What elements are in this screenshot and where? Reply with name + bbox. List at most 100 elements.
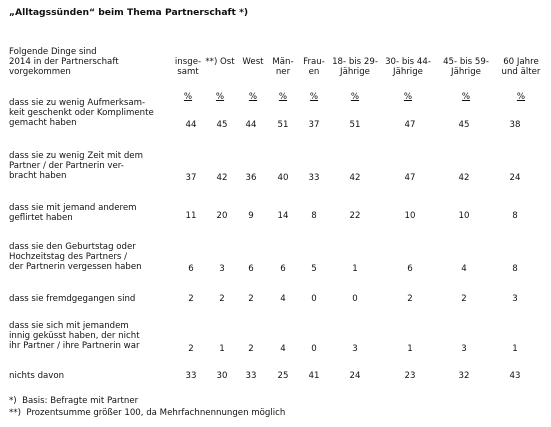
col-header-unit: %	[278, 91, 288, 102]
table-cell: 32	[458, 371, 470, 381]
table-cell: 2	[248, 294, 254, 304]
col-header-label: **) Ost	[205, 57, 235, 68]
col-header-unit: %	[516, 91, 526, 102]
table-cell: 42	[458, 173, 470, 183]
table-cell: 10	[458, 211, 470, 221]
col-header-unit: %	[309, 91, 319, 102]
table-cell: 30	[216, 371, 228, 381]
row-label: dass sie den Geburtstag oder Hochzeitsta…	[9, 242, 142, 273]
table-cell: 8	[512, 211, 518, 221]
col-header-label: 18- bis 29- Jährige	[332, 57, 378, 78]
table-cell: 44	[245, 120, 257, 130]
table-cell: 9	[248, 211, 254, 221]
table-cell: 4	[280, 344, 286, 354]
row-label: dass sie mit jemand anderem geflirtet ha…	[9, 203, 137, 224]
table-title: „Alltagssünden“ beim Thema Partnerschaft…	[9, 7, 249, 18]
table-cell: 23	[404, 371, 416, 381]
table-cell: 3	[512, 294, 518, 304]
table-cell: 1	[407, 344, 413, 354]
table-cell: 14	[277, 211, 289, 221]
col-header-west: West %	[236, 47, 270, 112]
col-header-total: insge- samt %	[170, 47, 206, 112]
col-header-women: Frau- en %	[297, 47, 331, 112]
table-cell: 38	[509, 120, 521, 130]
table-cell: 3	[352, 344, 358, 354]
row-label: dass sie fremdgegangen sind	[9, 294, 136, 304]
table-cell: 42	[349, 173, 361, 183]
footnote-multiple-answers: **) Prozentsumme größer 100, da Mehrfach…	[9, 408, 286, 418]
table-cell: 0	[352, 294, 358, 304]
table-cell: 2	[407, 294, 413, 304]
table-cell: 8	[311, 211, 317, 221]
table-cell: 1	[219, 344, 225, 354]
col-header-label: insge- samt	[174, 57, 202, 78]
table-cell: 33	[245, 371, 257, 381]
table-cell: 22	[349, 211, 361, 221]
table-cell: 2	[188, 344, 194, 354]
table-cell: 4	[280, 294, 286, 304]
table-cell: 33	[185, 371, 197, 381]
col-header-unit: %	[248, 91, 258, 102]
table-cell: 4	[461, 264, 467, 274]
table-cell: 51	[349, 120, 361, 130]
col-header-18-29: 18- bis 29- Jährige %	[326, 47, 384, 112]
table-cell: 2	[219, 294, 225, 304]
table-cell: 11	[185, 211, 197, 221]
table-cell: 37	[308, 120, 320, 130]
col-header-unit: %	[350, 91, 360, 102]
table-cell: 37	[185, 173, 197, 183]
table-cell: 8	[512, 264, 518, 274]
table-cell: 45	[216, 120, 228, 130]
table-cell: 0	[311, 294, 317, 304]
table-cell: 5	[311, 264, 317, 274]
table-cell: 2	[248, 344, 254, 354]
table-cell: 47	[404, 173, 416, 183]
row-label: dass sie sich mit jemandem innig geküsst…	[9, 321, 140, 352]
table-cell: 41	[308, 371, 320, 381]
table-cell: 1	[352, 264, 358, 274]
table-cell: 6	[280, 264, 286, 274]
table-cell: 3	[219, 264, 225, 274]
col-header-unit: %	[461, 91, 471, 102]
col-header-label: 30- bis 44- Jährige	[385, 57, 431, 78]
table-cell: 45	[458, 120, 470, 130]
table-cell: 6	[407, 264, 413, 274]
footnote-basis: *) Basis: Befragte mit Partner	[9, 396, 139, 406]
col-header-unit: %	[215, 91, 225, 102]
table-cell: 33	[308, 173, 320, 183]
col-header-30-44: 30- bis 44- Jährige %	[379, 47, 437, 112]
table-cell: 42	[216, 173, 228, 183]
table-cell: 43	[509, 371, 521, 381]
stub-header: Folgende Dinge sind 2014 in der Partners…	[9, 47, 119, 78]
col-header-label: Frau- en	[303, 57, 325, 78]
table-cell: 0	[311, 344, 317, 354]
table-cell: 47	[404, 120, 416, 130]
row-label: dass sie zu wenig Zeit mit dem Partner /…	[9, 151, 143, 182]
col-header-60-plus: 60 Jahre und älter %	[495, 47, 547, 112]
col-header-unit: %	[183, 91, 193, 102]
col-header-45-59: 45- bis 59- Jährige %	[437, 47, 495, 112]
col-header-men: Män- ner %	[266, 47, 300, 112]
table-cell: 1	[512, 344, 518, 354]
table-cell: 24	[509, 173, 521, 183]
table-cell: 3	[461, 344, 467, 354]
col-header-label: 45- bis 59- Jährige	[443, 57, 489, 78]
table-cell: 6	[188, 264, 194, 274]
table-cell: 25	[277, 371, 289, 381]
col-header-east: **) Ost %	[203, 47, 237, 112]
row-label: nichts davon	[9, 371, 65, 381]
row-label: dass sie zu wenig Aufmerksam- keit gesch…	[9, 98, 154, 129]
table-cell: 24	[349, 371, 361, 381]
col-header-unit: %	[403, 91, 413, 102]
table-cell: 2	[461, 294, 467, 304]
table-cell: 40	[277, 173, 289, 183]
table-cell: 6	[248, 264, 254, 274]
col-header-label: 60 Jahre und älter	[501, 57, 541, 78]
table-cell: 51	[277, 120, 289, 130]
table-cell: 36	[245, 173, 257, 183]
table-cell: 44	[185, 120, 197, 130]
table-cell: 10	[404, 211, 416, 221]
col-header-label: Män- ner	[272, 57, 294, 78]
col-header-label: West	[242, 57, 264, 68]
table-cell: 20	[216, 211, 228, 221]
